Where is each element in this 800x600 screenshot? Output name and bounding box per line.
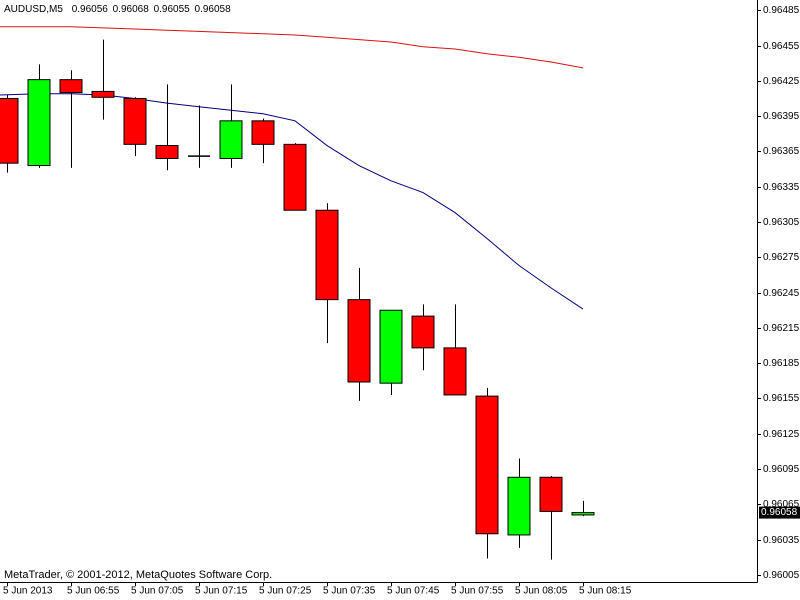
candle-body: [379, 309, 403, 384]
candle-body: [443, 347, 467, 396]
candle-body: [571, 512, 595, 516]
candle-body: [507, 476, 531, 536]
y-tick-label: 0.96155: [763, 393, 800, 404]
y-tick-label: 0.96335: [763, 182, 800, 193]
y-tick-label: 0.96305: [763, 217, 800, 228]
header-open: 0.96056: [72, 4, 109, 15]
header-high: 0.96068: [113, 4, 150, 15]
y-tick-label: 0.96245: [763, 288, 800, 299]
x-tick-label: 5 Jun 07:15: [195, 586, 248, 597]
candle-body: [155, 145, 179, 159]
y-tick-label: 0.96185: [763, 358, 800, 369]
symbol: AUDUSD,M5: [4, 4, 63, 15]
footer-text: MetaTrader, © 2001-2012, MetaQuotes Soft…: [4, 569, 272, 581]
chart-header: AUDUSD,M5 0.96056 0.96068 0.96055 0.9605…: [4, 4, 231, 15]
candle-body: [251, 120, 275, 145]
candle-body: [539, 476, 563, 512]
y-tick-label: 0.96035: [763, 535, 800, 546]
y-tick-label: 0.96005: [763, 570, 800, 581]
x-tick-label: 5 Jun 06:55: [67, 586, 120, 597]
x-tick-label: 5 Jun 08:15: [579, 586, 632, 597]
x-tick-label: 5 Jun 07:55: [451, 586, 504, 597]
candle-body: [59, 79, 83, 94]
candle-body: [123, 97, 147, 145]
candle-body: [347, 299, 371, 383]
x-tick-label: 5 Jun 07:35: [323, 586, 376, 597]
current-price-label: 0.96058: [761, 507, 798, 518]
y-tick-label: 0.96425: [763, 76, 800, 87]
y-tick-label: 0.96455: [763, 41, 800, 52]
y-tick-label: 0.96395: [763, 111, 800, 122]
current-price-box: [759, 506, 800, 519]
y-tick-label: 0.96215: [763, 323, 800, 334]
candle-body: [475, 395, 499, 535]
x-tick-label: 5 Jun 08:05: [515, 586, 568, 597]
y-tick-label: 0.96365: [763, 146, 800, 157]
candle-body: [315, 209, 339, 301]
candle-body: [219, 120, 243, 159]
x-tick-label: 5 Jun 07:05: [131, 586, 184, 597]
x-tick-label: 5 Jun 2013: [3, 586, 53, 597]
header-close: 0.96058: [195, 4, 232, 15]
y-tick-label: 0.96095: [763, 464, 800, 475]
x-tick-label: 5 Jun 07:25: [259, 586, 312, 597]
header-low: 0.96055: [154, 4, 191, 15]
candle-body: [411, 315, 435, 349]
candle-body: [27, 79, 51, 167]
moving-average-line: [0, 26, 584, 69]
y-tick-label: 0.96065: [763, 499, 800, 510]
candle-body: [283, 143, 307, 211]
plot-area: [0, 26, 595, 560]
candle-body: [91, 90, 115, 98]
y-tick-label: 0.96275: [763, 252, 800, 263]
y-tick-label: 0.96125: [763, 429, 800, 440]
candle-body: [0, 97, 19, 164]
x-tick-label: 5 Jun 07:45: [387, 586, 440, 597]
y-tick-label: 0.96485: [763, 5, 800, 16]
